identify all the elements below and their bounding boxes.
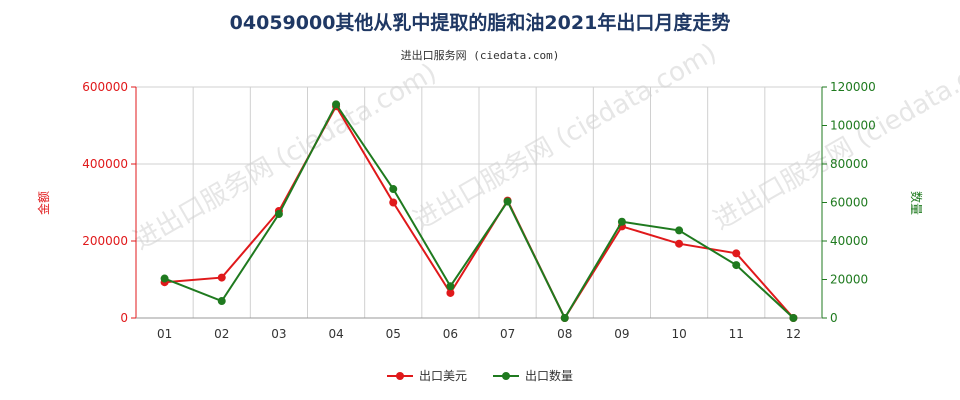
- y-right-axis-title: 数量: [909, 191, 924, 215]
- series-0-point: [217, 273, 226, 282]
- legend-label-usd: 出口美元: [418, 369, 467, 383]
- series-0-point: [389, 198, 398, 207]
- legend-item-qty[interactable]: 出口数量: [493, 367, 573, 384]
- y-left-tick-label: 400000: [82, 157, 128, 171]
- grid-lines: [135, 86, 823, 319]
- y-right-tick-label: 80000: [830, 157, 868, 171]
- series-1-point: [389, 185, 398, 194]
- series-1-point: [675, 226, 684, 235]
- x-tick-label: 06: [443, 327, 458, 341]
- series-line-0: [164, 104, 795, 321]
- chart-title: 04059000其他从乳中提取的脂和油2021年出口月度走势: [229, 12, 731, 34]
- series-1-point: [503, 197, 512, 206]
- x-tick-label: 02: [214, 327, 229, 341]
- watermark-text: 进出口服务网 (ciedata.com): [409, 38, 722, 236]
- axes: 0 200000 400000 600000 0 20000 40000 60000 80000…: [36, 80, 924, 341]
- y-right-tick-label: 100000: [830, 119, 876, 133]
- x-tick-label: 03: [271, 327, 286, 341]
- legend: 出口美元 出口数量: [0, 367, 960, 384]
- x-tick-label: 12: [786, 327, 801, 341]
- y-right-tick-label: 120000: [830, 80, 876, 94]
- series-1-point: [160, 274, 169, 283]
- legend-swatch-usd: [386, 371, 413, 381]
- series-1-point: [789, 314, 798, 322]
- y-right-tick-label: 40000: [830, 234, 868, 248]
- series-1-point: [274, 210, 283, 219]
- y-left-tick-label: 600000: [82, 80, 128, 94]
- watermark-layer: 进出口服务网 (ciedata.com)进出口服务网 (ciedata.com)…: [129, 38, 960, 256]
- series-0-point: [675, 239, 684, 248]
- series-layer: [160, 100, 798, 322]
- x-tick-label: 01: [157, 327, 172, 341]
- x-tick-label: 04: [328, 327, 343, 341]
- series-1-point: [446, 282, 455, 291]
- y-left-axis-title: 金额: [36, 191, 51, 215]
- x-tick-label: 09: [614, 327, 629, 341]
- series-1-point: [217, 297, 226, 306]
- x-tick-label: 05: [386, 327, 401, 341]
- x-tick-label: 07: [500, 327, 515, 341]
- series-1-point: [617, 217, 626, 226]
- series-1-point: [332, 100, 341, 109]
- series-1-point: [732, 261, 741, 270]
- y-left-tick-label: 0: [120, 311, 128, 325]
- legend-item-usd[interactable]: 出口美元: [386, 367, 467, 384]
- y-left-tick-label: 200000: [82, 234, 128, 248]
- y-right-tick-label: 20000: [830, 273, 868, 287]
- series-line-1: [164, 102, 795, 321]
- x-tick-label: 10: [671, 327, 686, 341]
- series-0-point: [732, 249, 741, 258]
- x-tick-label: 08: [557, 327, 572, 341]
- series-1-point: [560, 314, 569, 322]
- y-right-tick-label: 60000: [830, 196, 868, 210]
- y-right-tick-label: 0: [830, 311, 838, 325]
- legend-swatch-qty: [493, 371, 519, 381]
- watermark-text: 进出口服务网 (ciedata.com): [129, 58, 442, 256]
- x-tick-label: 11: [729, 327, 744, 341]
- chart-subtitle: 进出口服务网 (ciedata.com): [400, 49, 560, 62]
- legend-label-qty: 出口数量: [525, 369, 574, 383]
- series-0-point: [446, 288, 455, 297]
